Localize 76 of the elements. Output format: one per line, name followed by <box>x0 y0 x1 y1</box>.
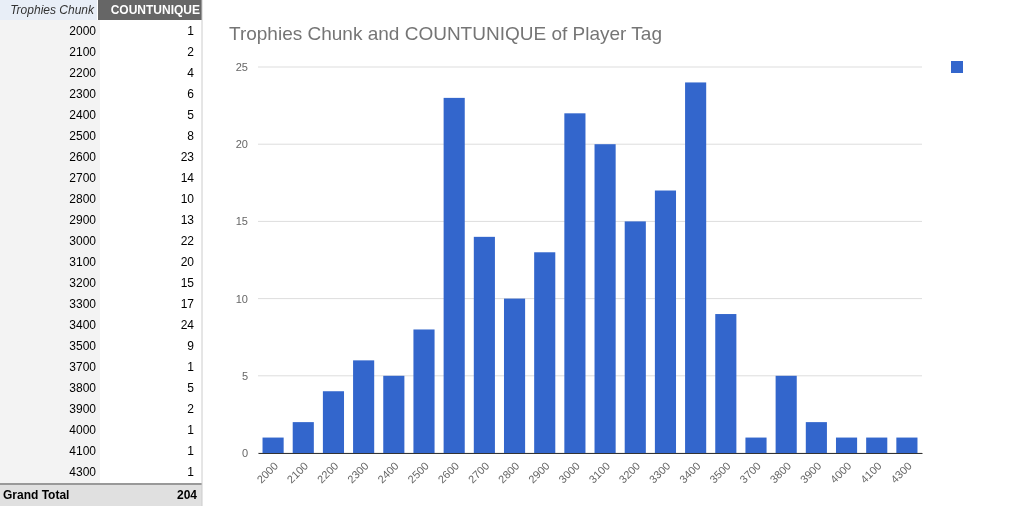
data-label: 23 <box>180 150 195 164</box>
y-tick-label: 5 <box>241 369 248 382</box>
data-label: 1 <box>187 465 195 479</box>
data-label: 6 <box>187 87 195 101</box>
data-label: 1 <box>187 360 195 374</box>
text: Grand Total <box>3 488 70 502</box>
bar <box>503 298 526 453</box>
y-tick-label: 2400 <box>69 108 97 122</box>
bar <box>594 144 616 453</box>
y-tick-label: 3200 <box>69 276 97 290</box>
data-label: 15 <box>180 276 195 290</box>
data-label: 13 <box>180 213 195 227</box>
data-label: 22 <box>180 234 195 248</box>
y-tick-label: 3300 <box>69 297 97 311</box>
y-tick-label: 3700 <box>69 360 97 374</box>
data-label: 24 <box>180 318 195 332</box>
bar <box>383 375 405 453</box>
y-tick-label: 2500 <box>69 129 97 143</box>
data-label: 9 <box>187 339 195 353</box>
y-tick-label: 2000 <box>69 24 97 38</box>
data-label: 17 <box>180 297 195 311</box>
y-tick-label: 2900 <box>69 213 97 227</box>
data-label: 20 <box>180 255 195 269</box>
bar <box>624 221 646 453</box>
y-tick-label: 4100 <box>69 444 97 458</box>
y-tick-label: 3000 <box>69 234 97 248</box>
data-label: 5 <box>187 108 195 122</box>
annotation: 204 <box>176 488 198 502</box>
bar <box>413 329 435 453</box>
bar <box>745 437 767 453</box>
y-tick-label: 2100 <box>69 45 97 59</box>
bar <box>534 252 556 453</box>
bar <box>473 236 495 453</box>
y-tick-label: 3500 <box>69 339 97 353</box>
data-label: 2 <box>187 402 195 416</box>
y-tick-label: 25 <box>235 61 248 74</box>
bar <box>564 113 586 453</box>
bar <box>866 437 888 453</box>
bar <box>775 375 797 453</box>
bar <box>292 422 314 453</box>
data-label: 5 <box>187 381 195 395</box>
bar <box>654 190 677 453</box>
y-tick-label: 2800 <box>69 192 97 206</box>
bar <box>805 422 827 453</box>
data-label: 1 <box>187 423 195 437</box>
y-tick-label: 3900 <box>69 402 97 416</box>
y-tick-label: 10 <box>235 292 248 305</box>
bar <box>715 314 737 453</box>
y-tick-label: 15 <box>235 215 248 228</box>
y-tick-label: 3100 <box>69 255 97 269</box>
y-tick-label: 4000 <box>69 423 97 437</box>
x-tick-label: COUNTUNIQUE <box>110 3 200 17</box>
data-label: 14 <box>180 171 195 185</box>
bar <box>353 360 375 453</box>
data-label: 4 <box>187 66 195 80</box>
data-label: 8 <box>187 129 195 143</box>
bar <box>443 97 465 453</box>
y-tick-label: 2600 <box>69 150 97 164</box>
bar <box>835 437 858 453</box>
y-tick-label: 2700 <box>69 171 97 185</box>
bar <box>322 391 345 453</box>
data-label: 1 <box>187 444 195 458</box>
data-label: 1 <box>187 24 195 38</box>
y-tick-label: 0 <box>241 447 248 460</box>
chart-title: Trophies Chunk and COUNTUNIQUE of Player Tag <box>229 23 662 44</box>
y-axis-title: Trophies Chunk <box>10 3 95 17</box>
bar <box>262 437 284 453</box>
y-tick-label: 3800 <box>69 381 97 395</box>
data-label: 10 <box>180 192 195 206</box>
y-tick-label: 3400 <box>69 318 97 332</box>
y-tick-label: 20 <box>235 138 248 151</box>
y-tick-label: 2300 <box>69 87 97 101</box>
y-tick-label: 2200 <box>69 66 97 80</box>
data-label: 2 <box>187 45 195 59</box>
bar <box>896 437 918 453</box>
bar <box>685 82 707 453</box>
